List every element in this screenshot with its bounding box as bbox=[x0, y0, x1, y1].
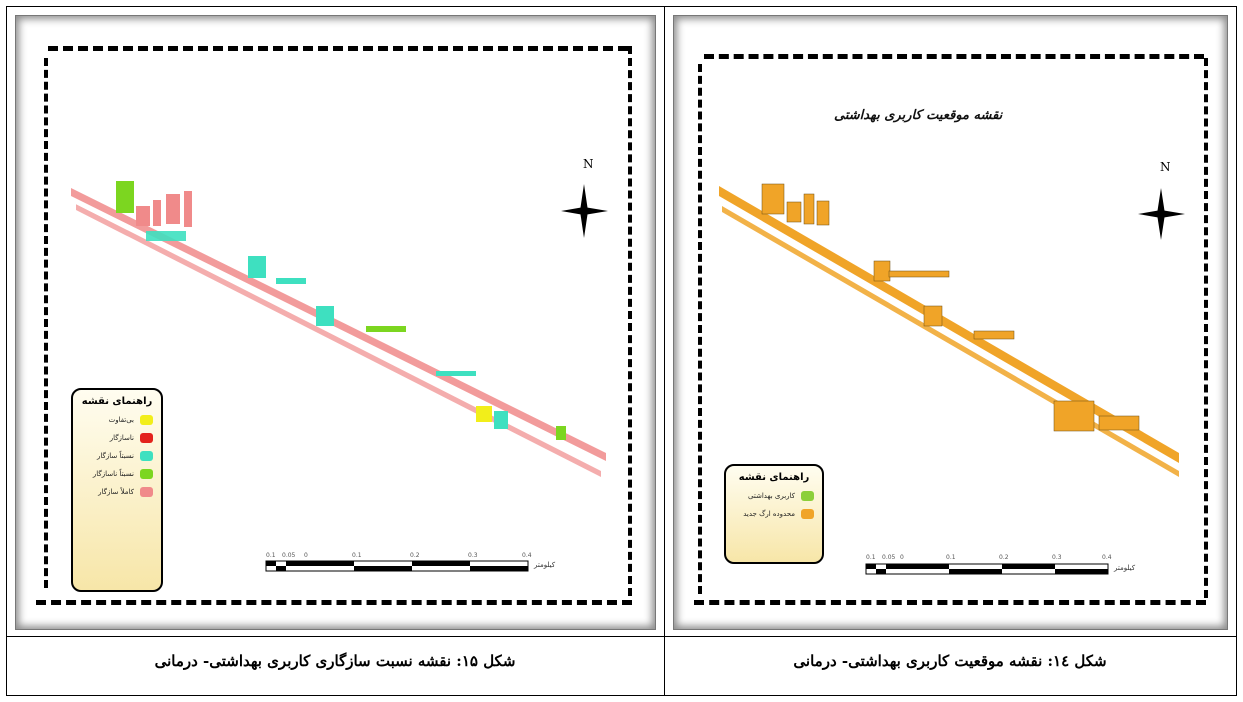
parcel-cyan-2 bbox=[248, 256, 266, 278]
right-map-legend: راهنمای نقشه کاربری بهداشتی محدوده ارگ ج… bbox=[724, 464, 824, 564]
parcel-green-3 bbox=[366, 326, 406, 332]
legend-label: ناسازگار bbox=[109, 434, 134, 442]
parcel-orange-4 bbox=[816, 200, 830, 226]
neatline-top bbox=[48, 46, 628, 51]
parcel-orange-2 bbox=[786, 201, 802, 223]
scale-tick: 0.1 bbox=[352, 552, 362, 559]
parcel-orange-1 bbox=[761, 183, 785, 215]
scale-unit-label: کیلومتر bbox=[534, 561, 556, 569]
parcel-pink-4 bbox=[184, 191, 192, 227]
north-label: N bbox=[1160, 160, 1171, 174]
scale-tick: 0.3 bbox=[468, 552, 478, 559]
scale-tick: 0 bbox=[304, 552, 308, 559]
scale-tick: 0.2 bbox=[410, 552, 420, 559]
left-map-legend: راهنمای نقشه بی‌تفاوت ناسازگار نسبتاً سا… bbox=[71, 388, 163, 592]
parcel-pink-1 bbox=[136, 206, 150, 226]
scale-bar bbox=[265, 560, 529, 572]
neatline-top bbox=[704, 54, 1204, 59]
figure-table bbox=[6, 6, 1237, 696]
legend-swatch bbox=[140, 433, 153, 443]
legend-swatch bbox=[140, 469, 153, 479]
map-title: نقشه موقعیت کاربری بهداشتی bbox=[834, 108, 1003, 123]
north-label: N bbox=[583, 157, 594, 171]
legend-item: محدوده ارگ جدید bbox=[734, 509, 814, 519]
legend-item: نسبتاً ناسازگار bbox=[81, 469, 153, 479]
neatline-bottom bbox=[36, 600, 632, 605]
parcel-green-2 bbox=[556, 426, 566, 440]
scale-unit-label: کیلومتر bbox=[1114, 564, 1136, 572]
parcel-orange-6 bbox=[923, 305, 943, 327]
legend-label: کاملاً سازگار bbox=[98, 488, 134, 496]
parcel-yellow-1 bbox=[476, 406, 492, 422]
road-strip bbox=[718, 186, 1180, 477]
scale-tick: 0.4 bbox=[1102, 554, 1112, 561]
legend-label: بی‌تفاوت bbox=[108, 416, 134, 424]
scale-tick: 0 bbox=[900, 554, 904, 561]
legend-item: کاملاً سازگار bbox=[81, 487, 153, 497]
neatline-left bbox=[698, 64, 702, 594]
scale-tick: 0.1 bbox=[266, 552, 276, 559]
land-use-parcels bbox=[116, 181, 566, 440]
legend-swatch bbox=[801, 491, 814, 501]
neatline-left bbox=[44, 58, 48, 588]
north-arrow bbox=[1138, 188, 1185, 240]
parcel-orange-9 bbox=[1098, 415, 1140, 431]
legend-label: کاربری بهداشتی bbox=[748, 492, 795, 500]
left-map-svg bbox=[70, 181, 608, 572]
north-arrow bbox=[561, 184, 608, 238]
parcel-orange-8 bbox=[1053, 400, 1095, 432]
parcel-green-1 bbox=[116, 181, 134, 213]
column-divider bbox=[664, 6, 665, 696]
land-use-parcels bbox=[761, 183, 1140, 432]
right-map-panel: نقشه موقعیت کاربری بهداشتی N راهنمای نقش… bbox=[665, 7, 1236, 636]
legend-title: راهنمای نقشه bbox=[738, 472, 810, 483]
parcel-cyan-4 bbox=[494, 411, 508, 429]
row-divider bbox=[6, 636, 1237, 637]
legend-item: کاربری بهداشتی bbox=[734, 491, 814, 501]
neatline-right bbox=[628, 46, 632, 596]
legend-swatch bbox=[140, 451, 153, 461]
legend-label: محدوده ارگ جدید bbox=[743, 510, 795, 518]
parcel-pink-3 bbox=[166, 194, 180, 224]
scale-tick: 0.2 bbox=[999, 554, 1009, 561]
legend-swatch bbox=[801, 509, 814, 519]
parcel-pink-2 bbox=[153, 200, 161, 226]
scale-tick: 0.1 bbox=[866, 554, 876, 561]
legend-item: بی‌تفاوت bbox=[81, 415, 153, 425]
figure-caption-14: شکل ١٤: نقشه موقعیت کاربری بهداشتی- درما… bbox=[793, 652, 1107, 670]
scale-bar bbox=[865, 563, 1109, 575]
parcel-cyan-3 bbox=[316, 306, 334, 326]
left-map-panel: N راهنمای نقشه بی‌تفاوت ناسازگار نسبتاً … bbox=[7, 7, 664, 636]
parcel-cyan-6 bbox=[436, 371, 476, 376]
road-strip bbox=[70, 188, 606, 477]
parcel-orange-5 bbox=[873, 260, 891, 282]
legend-label: نسبتاً ناسازگار bbox=[92, 470, 134, 478]
figure-caption-15: شکل ۱۵: نقشه نسبت سازگاری کاربری بهداشتی… bbox=[154, 652, 516, 670]
parcel-cyan-5 bbox=[276, 278, 306, 284]
parcel-orange-10 bbox=[888, 270, 950, 278]
right-map-frame: نقشه موقعیت کاربری بهداشتی N راهنمای نقش… bbox=[673, 15, 1228, 630]
neatline-right bbox=[1204, 58, 1208, 598]
legend-swatch bbox=[140, 415, 153, 425]
legend-item: ناسازگار bbox=[81, 433, 153, 443]
scale-tick: 0.3 bbox=[1052, 554, 1062, 561]
scale-tick: 0.4 bbox=[522, 552, 532, 559]
parcel-orange-7 bbox=[973, 330, 1015, 340]
parcel-orange-3 bbox=[803, 193, 815, 225]
right-map-svg bbox=[718, 183, 1185, 575]
scale-tick: 0.05 bbox=[882, 554, 896, 561]
parcel-cyan-1 bbox=[146, 231, 186, 241]
left-map-frame: N راهنمای نقشه بی‌تفاوت ناسازگار نسبتاً … bbox=[15, 15, 656, 630]
legend-swatch bbox=[140, 487, 153, 497]
scale-tick: 0.05 bbox=[282, 552, 296, 559]
neatline-bottom bbox=[694, 600, 1206, 605]
legend-label: نسبتاً سازگار bbox=[97, 452, 134, 460]
legend-item: نسبتاً سازگار bbox=[81, 451, 153, 461]
scale-tick: 0.1 bbox=[946, 554, 956, 561]
legend-title: راهنمای نقشه bbox=[81, 396, 153, 407]
